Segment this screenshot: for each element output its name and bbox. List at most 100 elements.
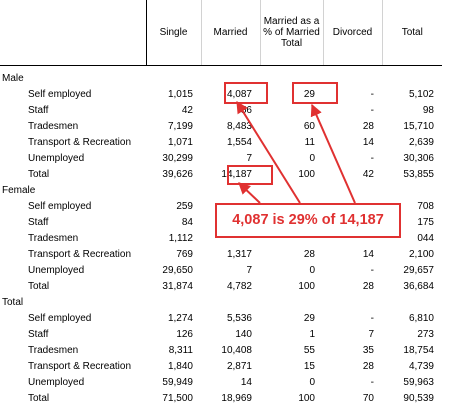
- cell-single: 1,112: [168, 233, 193, 244]
- row-label: Staff: [28, 217, 49, 228]
- row-label: Transport & Recreation: [28, 249, 132, 260]
- table-body: Male Self employed 1,015 4,087 29 - 5,102 Staff…: [0, 66, 442, 408]
- cell-divorced: 28: [362, 121, 374, 132]
- cell-married-pct: 0: [309, 377, 315, 388]
- row-label: Total: [28, 393, 50, 404]
- table-row: Total 31,874 4,782 100 28 36,684: [0, 279, 442, 295]
- cell-divorced: -: [370, 313, 374, 324]
- cell-married-pct: 0: [309, 153, 315, 164]
- cell-single: 1,840: [167, 361, 193, 372]
- cell-divorced: 28: [362, 361, 374, 372]
- cell-total: 53,855: [403, 169, 434, 180]
- cell-single: 59,949: [162, 377, 193, 388]
- table-row: Staff 126 140 1 7 273: [0, 327, 442, 343]
- highlight-married-total: [227, 165, 273, 185]
- row-label: Tradesmen: [28, 233, 79, 244]
- table-row: Transport & Recreation 1,071 1,554 11 14 2,63…: [0, 135, 442, 151]
- cell-single: 42: [181, 105, 193, 116]
- row-label: Total: [28, 281, 50, 292]
- cell-single: 7,199: [167, 121, 193, 132]
- col-header-single: Single: [146, 0, 202, 66]
- cell-total: 2,639: [408, 137, 434, 148]
- table-row: Transport & Recreation 1,840 2,871 15 28 4,73…: [0, 359, 442, 375]
- cell-total: 90,539: [403, 393, 434, 404]
- cell-married-pct: 100: [298, 281, 315, 292]
- crosstab-table: Single Married Married as a % of Married…: [0, 0, 442, 408]
- cell-married-pct: 29: [303, 313, 315, 324]
- cell-married: 5,536: [226, 313, 252, 324]
- row-label: Transport & Recreation: [28, 137, 132, 148]
- cell-married-pct: 100: [298, 169, 315, 180]
- cell-married: 4,087: [226, 89, 252, 100]
- cell-single: 31,874: [162, 281, 193, 292]
- row-label: Tradesmen: [28, 345, 79, 356]
- cell-divorced: 35: [362, 345, 374, 356]
- cell-divorced: -: [370, 105, 374, 116]
- cell-total: 98: [422, 105, 434, 116]
- cell-divorced: -: [370, 153, 374, 164]
- group-label: Female: [2, 185, 36, 196]
- col-header-married-pct: Married as a % of Married Total: [260, 0, 324, 66]
- cell-divorced: 14: [362, 249, 374, 260]
- cell-divorced: 28: [362, 281, 374, 292]
- group-row: Male: [0, 71, 442, 87]
- row-label: Unemployed: [28, 377, 85, 388]
- table-row: Tradesmen 1,112 044: [0, 231, 442, 247]
- cell-married-pct: 29: [303, 89, 315, 100]
- header-row: Single Married Married as a % of Married…: [0, 0, 442, 66]
- cell-single: 769: [176, 249, 193, 260]
- row-label: Tradesmen: [28, 121, 79, 132]
- cell-total: 18,754: [403, 345, 434, 356]
- table-row: Staff 84 175: [0, 215, 442, 231]
- arrow-to-married-total: [238, 182, 261, 204]
- table-row: Total 71,500 18,969 100 70 90,539: [0, 391, 442, 407]
- cell-single: 1,015: [167, 89, 193, 100]
- cell-total: 59,963: [403, 377, 434, 388]
- row-label: Transport & Recreation: [28, 361, 132, 372]
- cell-single: 71,500: [162, 393, 193, 404]
- row-label: Unemployed: [28, 153, 85, 164]
- arrow-to-percent-value: [310, 103, 356, 204]
- cell-total: 15,710: [403, 121, 434, 132]
- cell-divorced: 14: [362, 137, 374, 148]
- table-row: Tradesmen 7,199 8,483 60 28 15,710: [0, 119, 442, 135]
- cell-total: 273: [417, 329, 434, 340]
- cell-married: 14: [240, 377, 252, 388]
- cell-married: 14,187: [221, 169, 252, 180]
- cell-married: 7: [246, 265, 252, 276]
- cell-married-pct: 0: [309, 265, 315, 276]
- cell-single: 8,311: [168, 345, 193, 356]
- highlight-percent-value: [292, 82, 338, 104]
- highlight-married-value: [224, 82, 268, 104]
- col-header-total: Total: [382, 0, 442, 66]
- row-label: Staff: [28, 329, 49, 340]
- cell-single: 1,274: [167, 313, 193, 324]
- callout-box: 4,087 is 29% of 14,187: [215, 203, 401, 238]
- group-label: Total: [2, 297, 24, 308]
- row-label: Unemployed: [28, 265, 85, 276]
- col-header-divorced: Divorced: [323, 0, 383, 66]
- cell-total: 5,102: [408, 89, 434, 100]
- cell-single: 1,071: [167, 137, 193, 148]
- cell-married: 18,969: [221, 393, 252, 404]
- table-row: Unemployed 59,949 14 0 - 59,963: [0, 375, 442, 391]
- cell-married-pct: 1: [309, 329, 315, 340]
- cell-total: 044: [417, 233, 434, 244]
- group-row: Female: [0, 183, 442, 199]
- cell-married-pct: 28: [303, 249, 315, 260]
- cell-single: 30,299: [162, 153, 193, 164]
- table-row: Total 39,626 14,187 100 42 53,855: [0, 167, 442, 183]
- cell-married-pct: 100: [298, 393, 315, 404]
- cell-single: 39,626: [162, 169, 193, 180]
- cell-married-pct: 15: [303, 361, 315, 372]
- cell-married: 10,408: [221, 345, 252, 356]
- cell-total: 2,100: [408, 249, 434, 260]
- cell-married: 140: [235, 329, 252, 340]
- table-row: Unemployed 30,299 7 0 - 30,306: [0, 151, 442, 167]
- cell-single: 126: [176, 329, 193, 340]
- cell-married: 2,871: [226, 361, 252, 372]
- cell-divorced: 70: [362, 393, 374, 404]
- arrow-to-married-value: [236, 100, 301, 204]
- table-row: Self employed 1,274 5,536 29 - 6,810: [0, 311, 442, 327]
